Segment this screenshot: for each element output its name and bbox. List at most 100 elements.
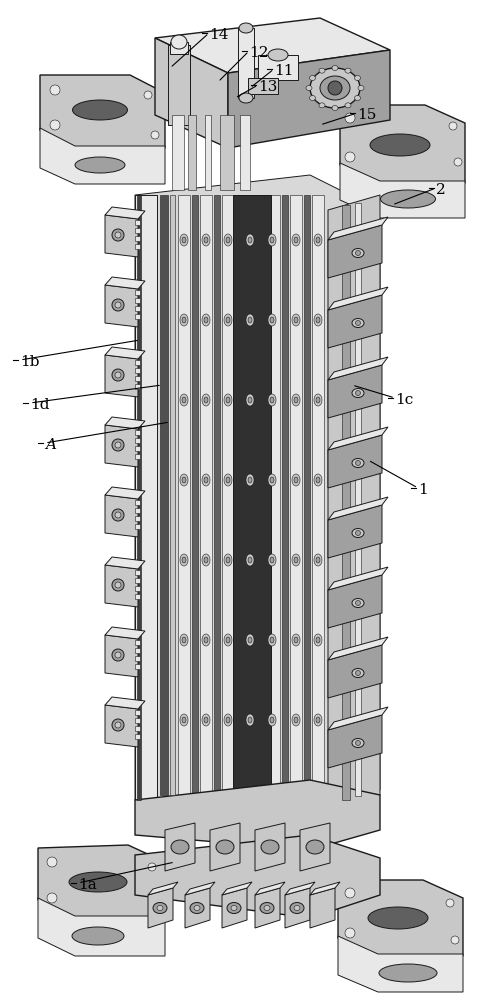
Bar xyxy=(135,578,140,583)
Polygon shape xyxy=(328,637,388,660)
Ellipse shape xyxy=(316,717,320,723)
Ellipse shape xyxy=(248,557,252,563)
Polygon shape xyxy=(255,882,285,895)
Text: 13: 13 xyxy=(258,80,277,94)
Bar xyxy=(135,195,157,800)
Ellipse shape xyxy=(270,317,274,323)
Ellipse shape xyxy=(115,302,121,308)
Ellipse shape xyxy=(180,474,188,486)
Polygon shape xyxy=(185,882,215,895)
Bar xyxy=(135,430,140,435)
Bar xyxy=(160,195,168,795)
Ellipse shape xyxy=(306,840,324,854)
Ellipse shape xyxy=(248,237,252,243)
Bar xyxy=(135,438,140,443)
Ellipse shape xyxy=(292,234,300,246)
Ellipse shape xyxy=(72,100,128,120)
Polygon shape xyxy=(105,417,145,429)
Ellipse shape xyxy=(294,906,300,910)
Ellipse shape xyxy=(454,158,462,166)
Ellipse shape xyxy=(381,190,436,208)
Bar xyxy=(258,55,298,80)
Polygon shape xyxy=(338,936,463,992)
Bar xyxy=(135,570,140,575)
Polygon shape xyxy=(148,882,178,895)
Bar xyxy=(172,115,184,190)
Bar xyxy=(135,220,140,225)
Ellipse shape xyxy=(112,229,124,241)
Bar xyxy=(290,195,302,795)
Text: 2: 2 xyxy=(436,183,446,197)
Ellipse shape xyxy=(294,237,298,243)
Ellipse shape xyxy=(268,49,288,61)
Ellipse shape xyxy=(320,76,350,100)
Ellipse shape xyxy=(115,442,121,448)
Bar xyxy=(178,195,190,795)
Ellipse shape xyxy=(451,936,459,944)
Polygon shape xyxy=(105,487,145,499)
Polygon shape xyxy=(105,557,145,569)
Ellipse shape xyxy=(224,714,232,726)
Ellipse shape xyxy=(112,649,124,661)
Bar xyxy=(200,195,212,795)
Ellipse shape xyxy=(182,477,186,483)
Polygon shape xyxy=(105,495,138,537)
Polygon shape xyxy=(328,357,388,380)
Bar xyxy=(135,648,140,653)
Polygon shape xyxy=(328,295,382,348)
Bar xyxy=(135,384,140,389)
Ellipse shape xyxy=(246,554,254,566)
Polygon shape xyxy=(328,715,382,768)
Ellipse shape xyxy=(345,103,351,108)
Ellipse shape xyxy=(248,637,252,643)
Ellipse shape xyxy=(115,232,121,238)
Ellipse shape xyxy=(352,598,364,607)
Bar xyxy=(170,195,175,795)
Bar xyxy=(222,195,234,795)
Ellipse shape xyxy=(352,528,364,538)
Ellipse shape xyxy=(204,717,208,723)
Bar xyxy=(282,195,288,795)
Bar xyxy=(135,640,140,645)
Ellipse shape xyxy=(355,250,360,255)
Ellipse shape xyxy=(202,474,210,486)
Bar xyxy=(355,203,361,796)
Bar xyxy=(135,664,140,669)
Ellipse shape xyxy=(352,248,364,257)
Ellipse shape xyxy=(270,477,274,483)
Ellipse shape xyxy=(268,634,276,646)
Ellipse shape xyxy=(50,120,60,130)
Text: 12: 12 xyxy=(249,46,268,60)
Polygon shape xyxy=(105,277,145,289)
Ellipse shape xyxy=(226,477,230,483)
Ellipse shape xyxy=(231,906,237,910)
Ellipse shape xyxy=(202,234,210,246)
Polygon shape xyxy=(328,567,388,590)
Ellipse shape xyxy=(355,320,360,326)
Ellipse shape xyxy=(47,857,57,867)
Bar xyxy=(135,376,140,381)
Ellipse shape xyxy=(268,714,276,726)
Ellipse shape xyxy=(248,397,252,403)
Text: 1a: 1a xyxy=(78,878,97,892)
Polygon shape xyxy=(310,888,335,928)
Ellipse shape xyxy=(316,477,320,483)
Ellipse shape xyxy=(75,157,125,173)
Bar xyxy=(135,718,140,723)
Ellipse shape xyxy=(368,907,428,929)
Polygon shape xyxy=(105,347,145,359)
Ellipse shape xyxy=(226,637,230,643)
Ellipse shape xyxy=(153,899,161,907)
Ellipse shape xyxy=(112,369,124,381)
Polygon shape xyxy=(328,575,382,628)
Ellipse shape xyxy=(270,397,274,403)
Ellipse shape xyxy=(202,554,210,566)
Ellipse shape xyxy=(316,237,320,243)
Ellipse shape xyxy=(224,314,232,326)
Ellipse shape xyxy=(180,714,188,726)
Ellipse shape xyxy=(355,460,360,466)
Ellipse shape xyxy=(270,717,274,723)
Ellipse shape xyxy=(180,394,188,406)
Polygon shape xyxy=(255,823,285,871)
Ellipse shape xyxy=(268,394,276,406)
